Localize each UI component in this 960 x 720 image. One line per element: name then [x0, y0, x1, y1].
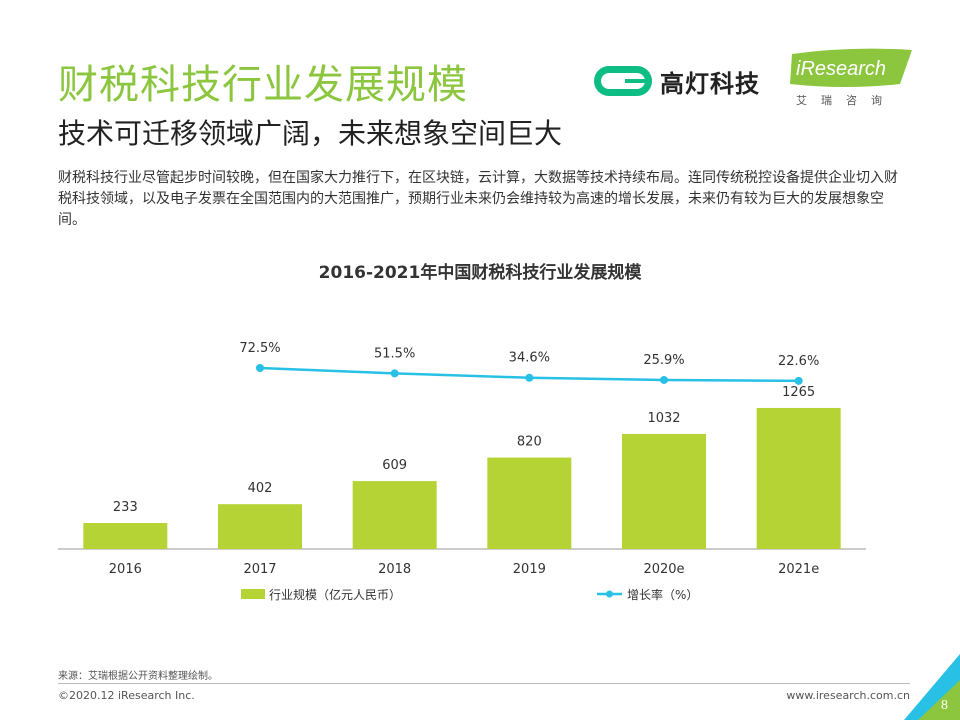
bar-label-2019: 820	[517, 435, 542, 450]
growth-point-2020e	[660, 375, 668, 384]
growth-label-2020e: 25.9%	[643, 353, 684, 368]
legend: 行业规模（亿元人民币） 增长率（%）	[241, 587, 698, 602]
growth-point-2019	[525, 373, 534, 382]
bar-2020e	[622, 433, 706, 549]
legend-line-marker	[606, 590, 613, 598]
bar-2016	[83, 523, 168, 549]
growth-point-2021e	[794, 376, 803, 385]
x-tick-2021e: 2021e	[778, 562, 819, 577]
bar-2017	[218, 504, 302, 549]
x-ticks-group: 2016 2017 2018 2019 2020e 2021e	[109, 562, 819, 577]
iresearch-leaf-icon	[790, 48, 912, 87]
bar-label-2017: 402	[248, 481, 273, 496]
x-tick-2019: 2019	[513, 562, 546, 577]
source-note: 来源：艾瑞根据公开资料整理绘制。	[58, 671, 218, 682]
growth-point-2017	[256, 364, 264, 372]
growth-point-2018	[390, 369, 399, 378]
bar-label-2021e: 1265	[782, 385, 815, 400]
x-tick-2017: 2017	[243, 562, 276, 577]
bar-2019	[487, 457, 572, 549]
copyright: ©2020.12 iResearch Inc.	[58, 689, 195, 702]
gaodeng-logo-icon	[594, 66, 652, 96]
legend-bar-label: 行业规模（亿元人民币）	[269, 587, 401, 602]
x-tick-2016: 2016	[109, 562, 142, 577]
gaodeng-logo: 高灯科技	[594, 64, 760, 98]
growth-label-2018: 51.5%	[374, 346, 415, 361]
footer-divider	[58, 683, 910, 684]
corner-decoration-icon	[904, 654, 960, 720]
chart-title: 2016-2021年中国财税科技行业发展规模	[318, 263, 642, 283]
page-subtitle: 技术可迁移领域广阔，未来想象空间巨大	[58, 117, 563, 150]
x-tick-2020e: 2020e	[643, 562, 684, 577]
iresearch-logo-brand: iResearch	[796, 58, 887, 80]
bar-label-2018: 609	[382, 458, 407, 473]
description-text: 财税科技行业尽管起步时间较晚，但在国家大力推行下，在区块链，云计算，大数据等技术…	[58, 170, 898, 228]
line-group: 72.5% 51.5% 34.6% 25.9% 22.6%	[239, 341, 819, 385]
growth-label-2019: 34.6%	[509, 351, 550, 366]
growth-label-2017: 72.5%	[239, 341, 280, 356]
growth-label-2021e: 22.6%	[778, 354, 819, 369]
iresearch-logo-sub: 艾瑞咨询	[796, 94, 896, 107]
bar-label-2016: 233	[113, 500, 138, 515]
bar-2021e	[756, 407, 841, 549]
x-tick-2018: 2018	[378, 562, 411, 577]
footer-url[interactable]: www.iresearch.com.cn	[786, 689, 910, 702]
legend-bar-swatch	[241, 589, 265, 599]
bar-2018	[352, 481, 437, 549]
gaodeng-logo-name: 高灯科技	[660, 69, 760, 98]
bars-group: 233 402 609 820 1032 1265	[83, 385, 841, 549]
page-number: 8	[941, 698, 948, 713]
bar-label-2020e: 1032	[647, 411, 680, 426]
legend-line-label: 增长率（%）	[627, 587, 698, 602]
iresearch-logo: iResearch 艾瑞咨询	[790, 48, 914, 110]
page-title: 财税科技行业发展规模	[58, 62, 468, 108]
